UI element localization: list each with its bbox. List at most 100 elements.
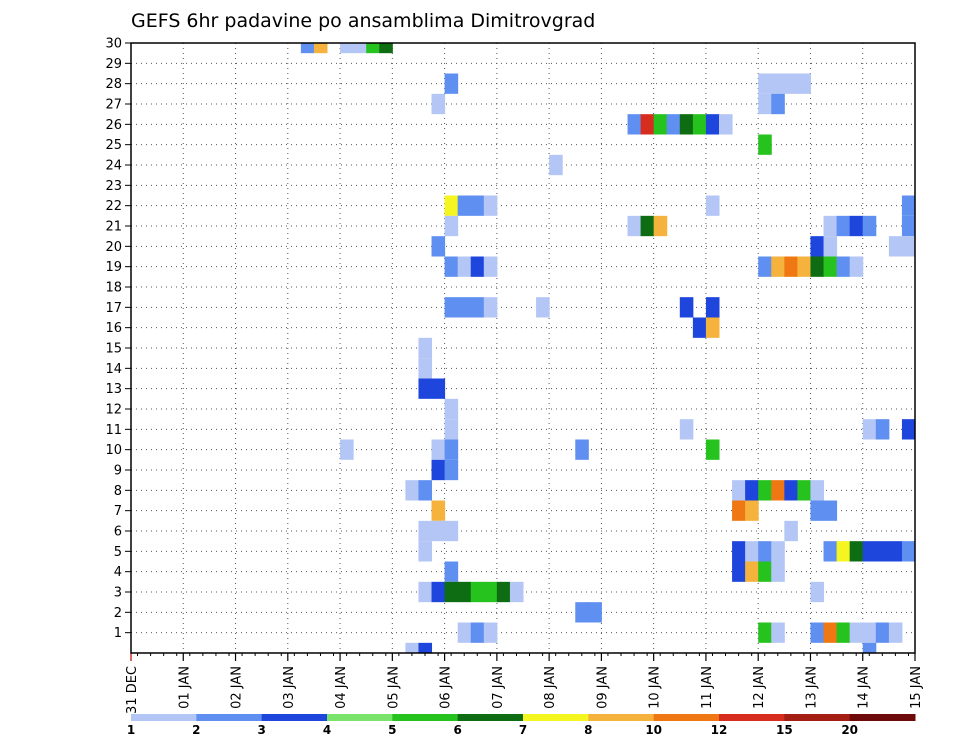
precip-cell	[705, 195, 720, 216]
precip-cell	[823, 541, 838, 562]
precip-cell	[444, 215, 459, 237]
precip-cell	[366, 43, 380, 54]
precip-cell	[444, 73, 459, 94]
y-tick-label: 17	[105, 301, 122, 316]
precip-cell	[470, 581, 485, 603]
precip-cell	[444, 439, 459, 460]
precip-cell	[823, 236, 838, 257]
precip-cell	[849, 541, 864, 562]
precip-cell	[340, 439, 354, 460]
y-tick-label: 27	[105, 98, 122, 113]
y-tick-label: 2	[114, 606, 122, 621]
y-tick-label: 8	[114, 484, 122, 499]
legend-label: 12	[711, 723, 728, 737]
precip-cell	[862, 419, 877, 440]
precip-cell	[823, 215, 838, 237]
precip-cell	[784, 256, 798, 277]
precip-cell	[457, 297, 472, 318]
x-tick-label: 15 JAN	[909, 666, 924, 709]
precip-cell	[444, 561, 459, 582]
precip-cell	[444, 581, 459, 603]
precip-cell	[575, 439, 589, 460]
precip-cell	[875, 419, 890, 440]
precip-cell	[444, 398, 459, 420]
precip-cell	[758, 561, 772, 582]
y-tick-label: 26	[105, 118, 122, 133]
precip-cell	[875, 622, 890, 643]
x-tick-label: 10 JAN	[648, 666, 663, 709]
precip-cell	[771, 541, 785, 562]
plot-frame	[130, 42, 916, 654]
precip-cell	[797, 73, 811, 94]
x-tick-label: 07 JAN	[491, 666, 506, 709]
legend-label: 6	[453, 723, 461, 737]
precip-cell	[810, 581, 825, 603]
precip-cell	[771, 256, 785, 277]
precip-cell	[679, 114, 694, 135]
precip-cell	[405, 480, 419, 501]
precip-cell	[470, 256, 485, 277]
precip-cell	[719, 114, 733, 135]
legend-label: 2	[192, 723, 200, 737]
precip-cell	[758, 93, 772, 115]
precip-cell	[457, 256, 472, 277]
precip-cell	[875, 541, 890, 562]
precip-cell	[758, 622, 772, 643]
y-tick-label: 5	[114, 545, 122, 560]
precip-cell	[771, 73, 785, 94]
precip-cell	[901, 195, 916, 216]
legend-label: 15	[776, 723, 793, 737]
precip-cell	[784, 520, 798, 542]
precip-cell	[353, 43, 367, 54]
precip-cell	[588, 602, 602, 623]
axis-ticks: 1234567891011121314151617181920212223242…	[105, 37, 924, 714]
precip-cell	[340, 43, 354, 54]
y-tick-label: 1	[114, 626, 122, 641]
precip-cell	[823, 622, 838, 643]
precip-cell	[627, 114, 642, 135]
legend-label: 8	[584, 723, 592, 737]
precip-cell	[444, 256, 459, 277]
x-tick-label: 12 JAN	[752, 666, 767, 709]
precip-cell	[732, 500, 746, 521]
precip-cell	[823, 256, 838, 277]
precip-cell	[862, 215, 877, 237]
precip-cell	[771, 561, 785, 582]
precip-cell	[823, 500, 838, 521]
y-tick-label: 12	[105, 403, 122, 418]
precip-cell	[758, 73, 772, 94]
precip-cell	[810, 480, 825, 501]
x-tick-label: 11 JAN	[700, 666, 715, 709]
legend-label: 20	[841, 723, 858, 737]
precip-cell	[758, 134, 772, 155]
precip-cell	[692, 317, 707, 338]
y-tick-label: 7	[114, 504, 122, 519]
y-tick-label: 19	[105, 260, 122, 275]
x-tick-label: 02 JAN	[230, 666, 245, 709]
precip-cell	[431, 581, 446, 603]
precip-cell	[444, 419, 459, 440]
precip-cell	[470, 622, 485, 643]
legend-label: 5	[388, 723, 396, 737]
legend-swatch	[653, 714, 720, 721]
x-tick-label: 14 JAN	[857, 666, 872, 709]
legend-swatch	[588, 714, 655, 721]
precip-cell	[810, 236, 825, 257]
precip-cell	[457, 622, 472, 643]
precip-cell	[771, 93, 785, 115]
y-tick-label: 20	[105, 240, 122, 255]
legend-label: 7	[519, 723, 527, 737]
precip-cell	[536, 297, 550, 318]
precip-cell	[405, 642, 419, 653]
legend-swatch	[457, 714, 524, 721]
precip-cell	[849, 256, 864, 277]
precip-cell	[313, 43, 328, 54]
precip-cell	[810, 500, 825, 521]
precip-cell	[431, 520, 446, 542]
precip-cell	[732, 541, 746, 562]
precip-cell	[418, 358, 433, 379]
legend-swatch	[196, 714, 263, 721]
legend-label: 3	[257, 723, 265, 737]
data-cells	[300, 43, 916, 653]
precip-cell	[901, 215, 916, 237]
